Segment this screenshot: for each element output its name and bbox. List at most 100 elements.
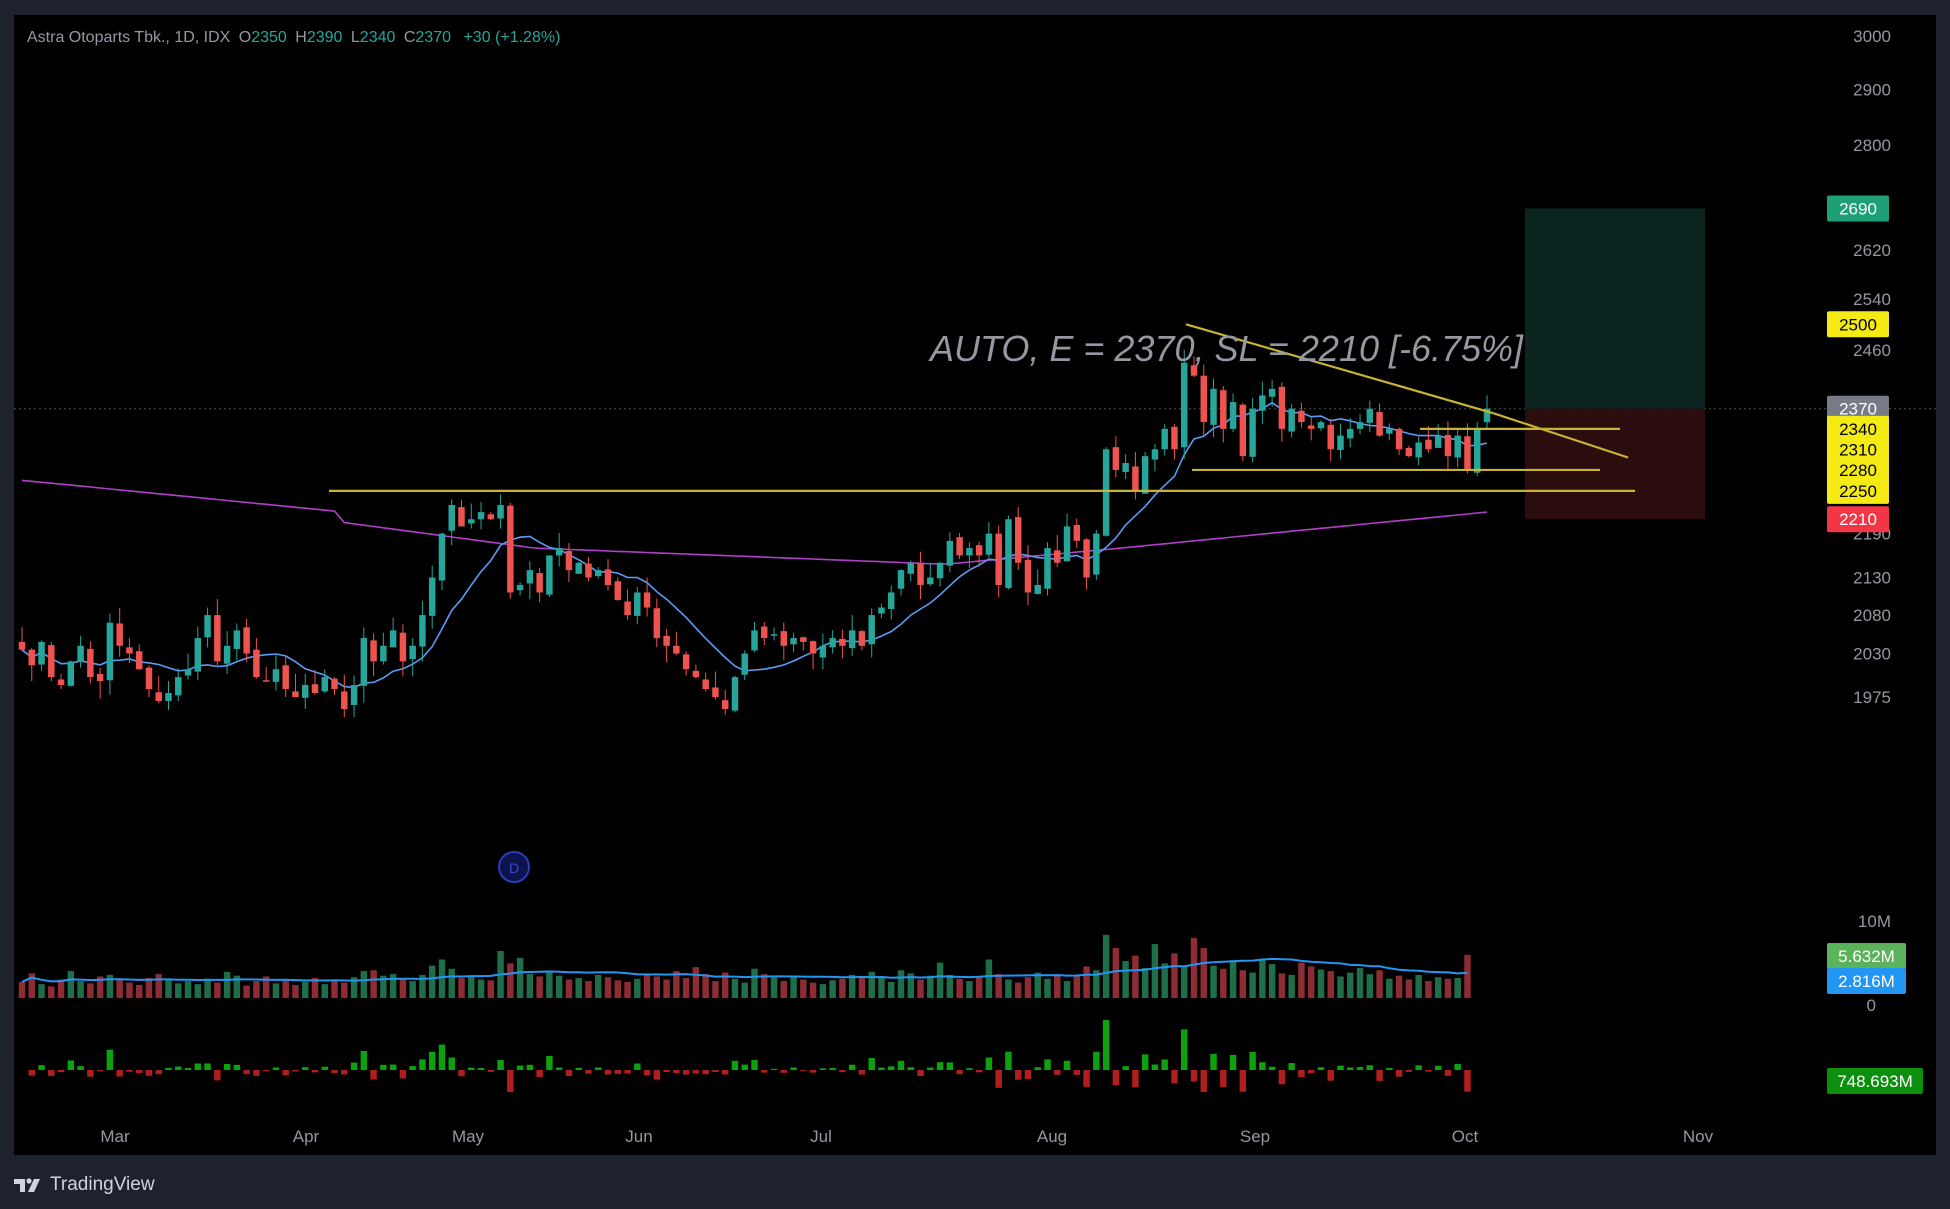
- oscillator-bar: [555, 1067, 563, 1070]
- volume-ma-line: [21, 957, 1468, 983]
- candle-body: [975, 545, 983, 556]
- trend-lines: [329, 323, 1635, 492]
- candle: [829, 630, 836, 654]
- candle: [702, 672, 709, 692]
- candle-body: [302, 685, 309, 698]
- candle: [614, 577, 621, 601]
- price-chart[interactable]: 3000290028002620254024602190213020802030…: [14, 15, 1936, 1155]
- oscillator-bar: [126, 1070, 133, 1072]
- candle: [409, 638, 416, 677]
- candle-body: [565, 551, 573, 571]
- oscillator-bar: [1268, 1066, 1276, 1070]
- candle-body: [1093, 533, 1100, 575]
- open-label: O: [238, 29, 252, 46]
- candle-body: [380, 645, 387, 662]
- oscillator-bar: [770, 1068, 778, 1070]
- volume-bar: [1063, 981, 1071, 998]
- oscillator-bar: [1171, 1070, 1178, 1084]
- candle: [360, 627, 368, 703]
- candle: [1268, 380, 1276, 407]
- candle: [1014, 507, 1022, 571]
- oscillator-bar: [761, 1070, 768, 1073]
- candle-body: [233, 630, 241, 649]
- price-badge-bg: [1827, 477, 1889, 504]
- price-badge: 2340: [1827, 415, 1889, 442]
- volume-bar: [1288, 974, 1295, 998]
- candle: [634, 587, 641, 625]
- volume-bar: [995, 974, 1002, 998]
- trade-annotation: AUTO, E = 2370, SL = 2210 [-6.75%]: [928, 328, 1524, 369]
- candle-body: [1474, 428, 1481, 473]
- oscillator-bar: [975, 1070, 983, 1073]
- symbol-title: Astra Otoparts Tbk., 1D, IDX: [27, 29, 231, 46]
- candle: [1386, 423, 1393, 441]
- volume-bar: [87, 983, 94, 998]
- oscillator-bar: [341, 1070, 348, 1075]
- oscillator-bar: [448, 1057, 455, 1070]
- oscillator-bar: [1229, 1054, 1237, 1070]
- price-badge: 2690: [1827, 195, 1889, 222]
- event-marker[interactable]: D: [498, 851, 530, 883]
- candle: [741, 650, 748, 681]
- oscillator-bar: [526, 1064, 534, 1070]
- volume-bar: [1317, 969, 1325, 998]
- candle: [595, 567, 602, 579]
- volume-bar: [1356, 967, 1364, 998]
- volume-tick-label: 10M: [1858, 912, 1891, 931]
- volume-bar: [1454, 977, 1461, 998]
- candle-body: [761, 626, 768, 639]
- oscillator-bar: [302, 1067, 309, 1070]
- volume-bar: [1083, 966, 1090, 998]
- volume-bar: [1112, 947, 1120, 998]
- volume-ma-badge: 2.816M: [1827, 968, 1906, 994]
- candle: [956, 532, 963, 560]
- candle: [106, 613, 114, 695]
- candle: [1093, 530, 1100, 580]
- volume-bar: [1054, 975, 1061, 998]
- candle: [175, 668, 182, 702]
- candle-body: [673, 645, 680, 654]
- volume-bar: [477, 979, 485, 998]
- volume-bar: [1102, 934, 1110, 998]
- volume-bar: [1229, 960, 1237, 998]
- candle: [165, 681, 172, 710]
- candle-body: [1298, 410, 1305, 423]
- oscillator-bar: [712, 1070, 719, 1072]
- candle-body: [282, 665, 289, 690]
- chart-area[interactable]: 3000 2900 2800 2620 2540 2460 2190 2130 2080 2030…: [14, 15, 1936, 1155]
- candle-body: [389, 630, 397, 648]
- candle: [1249, 398, 1256, 463]
- candle: [126, 638, 133, 663]
- candle: [380, 632, 387, 665]
- oscillator-badge-bg: [1827, 1068, 1923, 1094]
- volume-bar: [262, 976, 270, 998]
- candle: [1288, 404, 1295, 438]
- volume-bar: [165, 980, 172, 998]
- volume-bar: [360, 971, 368, 998]
- volume-bar: [868, 971, 875, 998]
- candle: [1122, 454, 1129, 479]
- volume-bar: [96, 976, 104, 998]
- candle-body: [468, 519, 475, 524]
- candle: [1132, 452, 1139, 500]
- price-badge-label: 2340: [1839, 420, 1877, 439]
- oscillator-bar: [1386, 1068, 1393, 1070]
- candle-body: [1063, 526, 1071, 562]
- volume-bar: [751, 968, 758, 998]
- price-badge: 2280: [1827, 456, 1889, 483]
- oscillator-bar: [624, 1070, 631, 1074]
- volume-bar: [653, 976, 661, 998]
- volume-bar: [458, 977, 465, 998]
- oscillator-bar: [1190, 1070, 1198, 1082]
- oscillator-bar: [1366, 1065, 1374, 1070]
- tradingview-logo-icon: [14, 1178, 40, 1192]
- candle-body: [458, 507, 465, 527]
- oscillator-bar: [184, 1068, 192, 1070]
- oscillator-bar: [1014, 1070, 1022, 1080]
- candle: [370, 633, 377, 677]
- oscillator-bar: [565, 1070, 573, 1076]
- candle-body: [1102, 449, 1110, 536]
- oscillator-bar: [936, 1062, 944, 1070]
- oscillator-bar: [370, 1070, 377, 1080]
- candle-body: [48, 645, 55, 678]
